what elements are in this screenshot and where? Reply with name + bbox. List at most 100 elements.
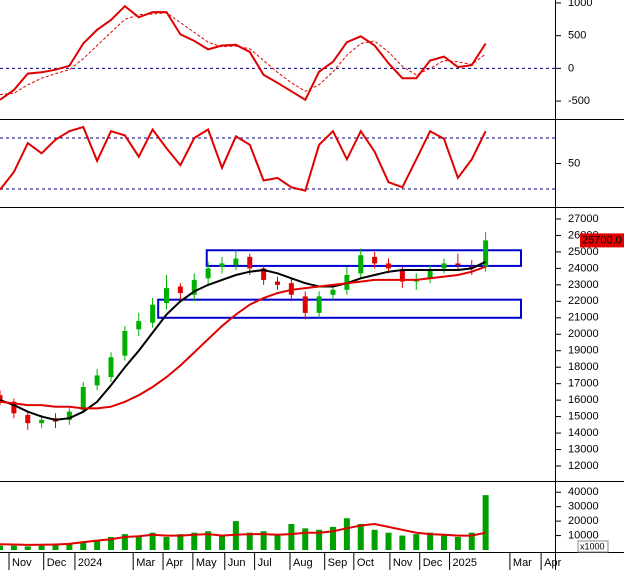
- candle-body: [330, 289, 336, 295]
- candle-body: [455, 263, 461, 266]
- series-line: [0, 4, 487, 102]
- candle-body: [39, 419, 45, 424]
- volume-bar: [260, 531, 267, 550]
- volume-bar: [454, 537, 461, 550]
- x-tick-label: Dec: [423, 557, 443, 569]
- y-tick-label: 500: [568, 30, 586, 42]
- candle-body: [150, 304, 156, 323]
- y-tick-label: 1000: [568, 0, 592, 9]
- volume-bar: [288, 524, 295, 550]
- y-tick-label: 15000: [568, 411, 599, 423]
- x-tick-label: Jul: [258, 557, 272, 569]
- volume-bar: [0, 545, 3, 550]
- volume-bar: [177, 534, 184, 550]
- candle-body: [136, 321, 142, 330]
- candle-body: [177, 286, 183, 294]
- volume-bar: [246, 532, 253, 550]
- volume-bar: [135, 535, 142, 550]
- y-tick-label: 24000: [568, 262, 599, 274]
- candle-body: [25, 414, 31, 424]
- x-tick-label: May: [196, 557, 217, 569]
- volume-bar: [371, 529, 378, 550]
- candle-body: [164, 288, 169, 303]
- y-tick-label: 30000: [568, 501, 599, 513]
- volume-bar: [205, 531, 212, 550]
- zone-box: [157, 298, 523, 319]
- volume-bar: [357, 524, 364, 550]
- y-tick-label: 12000: [568, 460, 599, 472]
- last-price-label: 25700.0: [582, 234, 622, 246]
- x-tick-label: Apr: [544, 557, 561, 569]
- unit-box: [577, 540, 609, 553]
- candle-body: [219, 263, 225, 267]
- y-tick-label: 20000: [568, 515, 599, 527]
- candle-body: [11, 401, 17, 414]
- last-price-box: [580, 233, 624, 248]
- candle-body: [80, 386, 86, 411]
- candle-body: [275, 281, 280, 285]
- y-tick-label: 13000: [568, 443, 599, 455]
- y-unit-label: x1000: [580, 541, 605, 551]
- series-line: [0, 522, 486, 546]
- volume-bar: [94, 539, 101, 550]
- volume-bar: [441, 534, 447, 550]
- y-tick-label: 18000: [568, 361, 599, 373]
- volume-bar: [468, 532, 475, 550]
- volume-bar: [149, 532, 156, 550]
- y-tick-label: 25000: [568, 246, 599, 258]
- candle-body: [191, 279, 197, 295]
- volume-bar: [24, 546, 31, 550]
- y-tick-label: 20000: [568, 328, 599, 340]
- volume-bar: [80, 542, 87, 550]
- x-tick-label: Oct: [357, 557, 374, 569]
- volume-bar: [399, 535, 406, 550]
- candle-body: [316, 296, 322, 313]
- candle-body: [483, 240, 489, 267]
- candle-body: [302, 296, 308, 313]
- x-tick-label: Nov: [393, 557, 413, 569]
- y-tick-label: 21000: [568, 312, 599, 324]
- candle-body: [261, 268, 267, 280]
- y-tick-label: -500: [568, 95, 590, 107]
- volume-bar: [302, 528, 309, 550]
- volume-bar: [163, 537, 170, 550]
- volume-bar: [482, 495, 489, 550]
- candle-body: [372, 256, 378, 264]
- candle-body: [247, 256, 253, 269]
- candle-body: [399, 270, 405, 282]
- volume-bar: [413, 534, 420, 550]
- volume-bar: [274, 534, 281, 550]
- volume-bar: [427, 532, 434, 550]
- x-tick-label: Dec: [47, 557, 67, 569]
- y-tick-label: 10000: [568, 529, 599, 541]
- volume-bar: [330, 526, 336, 550]
- y-tick-label: 16000: [568, 394, 599, 406]
- candle-body: [427, 270, 433, 279]
- series-line: [0, 125, 487, 192]
- y-tick-label: 23000: [568, 279, 599, 291]
- volume-bar: [38, 545, 45, 550]
- candle-body: [205, 268, 211, 279]
- y-tick-label: 50: [568, 157, 580, 169]
- y-tick-label: 0: [568, 62, 574, 74]
- volume-bar: [66, 544, 73, 550]
- volume-bar: [385, 532, 392, 550]
- x-tick-label: Sep: [328, 557, 348, 569]
- series-line: [0, 260, 487, 421]
- y-tick-label: 22000: [568, 295, 599, 307]
- x-tick-label: Apr: [166, 557, 183, 569]
- x-tick-label: Aug: [293, 557, 313, 569]
- x-tick-label: 2024: [78, 557, 102, 569]
- y-tick-label: 17000: [568, 378, 599, 390]
- candle-body: [233, 258, 239, 266]
- y-tick-label: 14000: [568, 427, 599, 439]
- volume-bar: [219, 535, 225, 550]
- x-tick-label: Mar: [513, 557, 532, 569]
- candle-body: [108, 357, 114, 378]
- candle-body: [386, 263, 391, 269]
- candle-body: [66, 411, 72, 420]
- volume-bar: [121, 534, 128, 550]
- volume-bar: [52, 544, 59, 550]
- volume-bar: [191, 532, 198, 550]
- candle-body: [358, 255, 364, 274]
